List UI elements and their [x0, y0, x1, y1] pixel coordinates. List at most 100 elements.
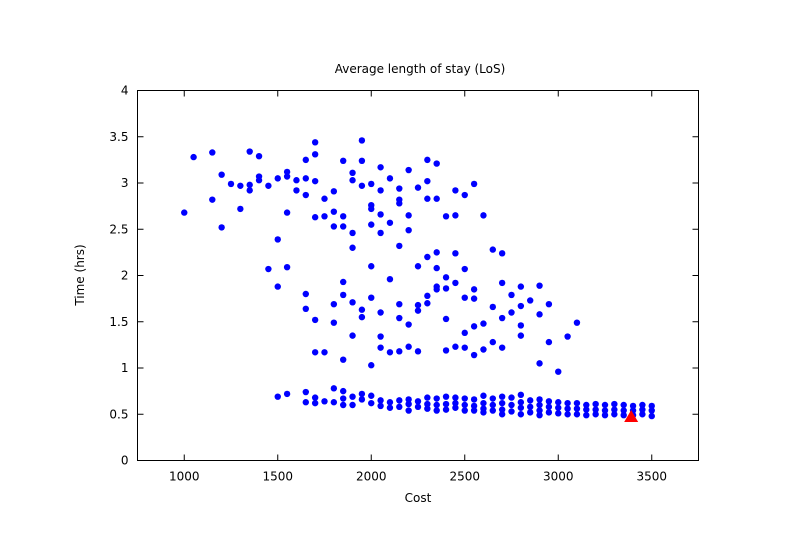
scatter-point	[302, 399, 309, 406]
scatter-point	[340, 401, 347, 409]
scatter-point	[480, 212, 487, 219]
scatter-point	[246, 148, 253, 155]
scatter-point	[414, 301, 422, 309]
scatter-point	[274, 393, 281, 400]
scatter-point	[527, 397, 534, 404]
scatter-point	[452, 250, 459, 257]
scatter-point	[424, 195, 431, 202]
scatter-point	[592, 400, 599, 408]
scatter-point	[377, 333, 384, 340]
scatter-point	[330, 300, 338, 308]
scatter-point	[639, 401, 646, 409]
scatter-point	[648, 402, 655, 410]
scatter-point	[358, 306, 366, 313]
scatter-point	[433, 264, 440, 272]
scatter-point	[517, 332, 525, 339]
scatter-point	[592, 411, 599, 418]
scatter-point	[452, 399, 459, 407]
scatter-point	[227, 180, 235, 188]
scatter-point	[508, 309, 515, 316]
scatter-point	[489, 401, 496, 409]
scatter-point	[536, 411, 543, 419]
scatter-point	[190, 153, 197, 161]
scatter-point	[414, 263, 422, 270]
scatter-point	[368, 392, 375, 399]
scatter-point	[648, 407, 655, 414]
scatter-point	[573, 405, 581, 412]
scatter-point	[517, 391, 525, 399]
scatter-point	[358, 390, 366, 398]
scatter-point	[470, 286, 478, 293]
scatter-point	[396, 314, 403, 322]
scatter-point	[442, 406, 450, 413]
scatter-point	[414, 307, 422, 314]
scatter-point	[349, 393, 356, 400]
scatter-point	[302, 305, 309, 312]
scatter-point	[405, 343, 412, 350]
scatter-point	[424, 253, 431, 261]
scatter-point	[461, 294, 468, 301]
scatter-point	[405, 321, 412, 328]
scatter-point	[489, 246, 496, 253]
scatter-point	[536, 396, 543, 403]
scatter-point	[237, 205, 244, 213]
scatter-point	[508, 401, 515, 409]
scatter-point	[442, 400, 450, 408]
scatter-point	[442, 393, 450, 400]
scatter-point	[293, 177, 300, 184]
scatter-point	[358, 182, 366, 189]
scatter-point	[311, 151, 319, 158]
scatter-point	[321, 195, 328, 202]
scatter-point	[321, 398, 328, 405]
scatter-point	[470, 407, 478, 414]
scatter-point	[246, 187, 253, 194]
scatter-point	[620, 407, 627, 414]
scatter-point	[181, 209, 188, 216]
scatter-point	[358, 137, 366, 144]
scatter-point	[611, 406, 618, 413]
scatter-point	[349, 169, 356, 177]
scatter-point	[498, 250, 506, 257]
scatter-point	[311, 177, 319, 185]
scatter-point	[396, 397, 403, 404]
x-tick-label: 3500	[636, 470, 667, 484]
scatter-point	[358, 313, 366, 321]
scatter-point	[330, 399, 338, 406]
scatter-point	[620, 401, 627, 409]
plot-frame	[137, 90, 699, 461]
scatter-point	[265, 265, 272, 273]
scatter-point	[321, 349, 328, 356]
scatter-point	[368, 263, 375, 270]
scatter-point	[480, 399, 487, 407]
scatter-point	[470, 295, 478, 302]
scatter-point	[283, 173, 291, 180]
scatter-point	[396, 200, 403, 207]
scatter-point	[452, 212, 459, 219]
scatter-point	[452, 279, 459, 287]
scatter-point	[639, 411, 646, 418]
scatter-point	[433, 195, 440, 202]
scatter-point	[545, 338, 553, 346]
scatter-point	[414, 348, 422, 355]
scatter-point	[293, 187, 300, 194]
y-tick-label: 2	[121, 269, 129, 283]
scatter-point	[302, 175, 309, 182]
scatter-point	[330, 385, 338, 392]
scatter-point	[508, 291, 515, 299]
scatter-point	[517, 322, 525, 329]
scatter-point	[340, 278, 347, 286]
scatter-point	[209, 149, 216, 156]
scatter-point	[424, 400, 431, 408]
scatter-point	[405, 400, 412, 408]
scatter-point	[461, 395, 468, 402]
scatter-point	[377, 211, 384, 218]
scatter-point	[564, 399, 571, 407]
scatter-point	[442, 213, 450, 220]
scatter-point	[424, 405, 431, 412]
scatter-point	[629, 402, 637, 410]
y-tick-label: 0	[121, 454, 129, 468]
scatter-point	[442, 315, 450, 323]
scatter-point	[377, 309, 384, 316]
scatter-point	[368, 205, 375, 213]
